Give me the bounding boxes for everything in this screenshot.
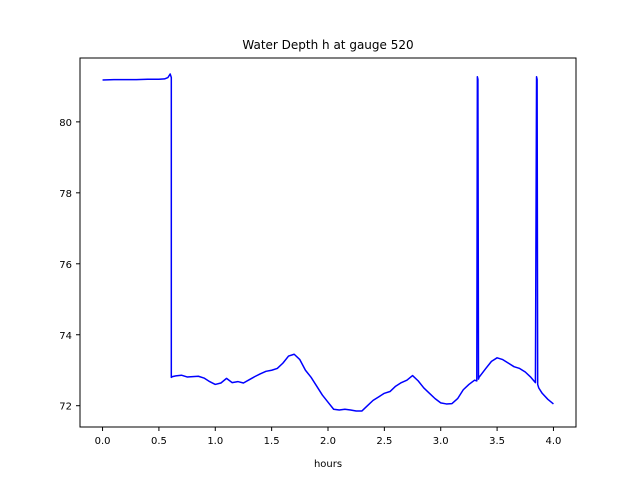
series-layer: [102, 73, 554, 412]
chart-title: Water Depth h at gauge 520: [242, 38, 413, 52]
y-tick-label: 72: [59, 402, 72, 413]
x-tick-label: 0.0: [95, 436, 111, 447]
x-tick-label: 3.5: [489, 436, 505, 447]
x-tick-label: 1.0: [207, 436, 223, 447]
y-tick-label: 76: [59, 260, 72, 271]
x-axis-ticks: 0.0 0.5 1.0 1.5 2.0 2.5 3.0 3.5 4.0: [95, 427, 562, 447]
plot-frame: [79, 57, 577, 428]
y-tick-label: 74: [59, 331, 72, 342]
y-tick-label: 78: [59, 189, 72, 200]
x-tick-label: 2.0: [320, 436, 336, 447]
x-tick-label: 3.0: [433, 436, 449, 447]
x-tick-label: 0.5: [151, 436, 167, 447]
x-tick-label: 1.5: [264, 436, 280, 447]
series-line: [102, 73, 554, 412]
y-axis-ticks: 72 74 76 78 80: [59, 118, 80, 413]
x-tick-label: 4.0: [546, 436, 562, 447]
x-axis-label: hours: [314, 459, 342, 470]
x-tick-label: 2.5: [376, 436, 392, 447]
y-tick-label: 80: [59, 118, 72, 129]
